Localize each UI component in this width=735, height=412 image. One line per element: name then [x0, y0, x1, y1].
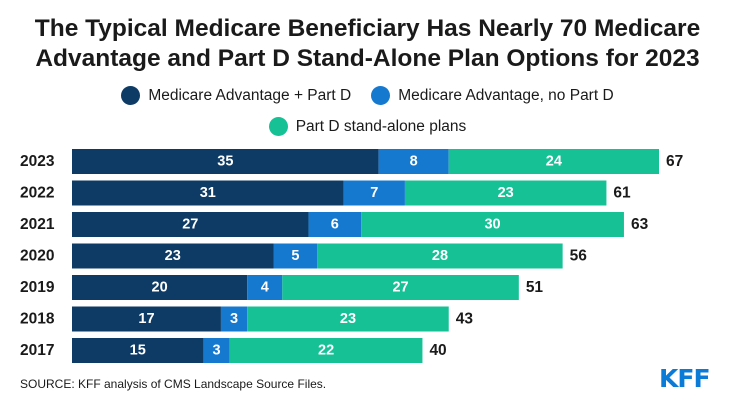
legend-label-ma-part-d: Medicare Advantage + Part D [148, 86, 352, 104]
legend-row-2: Part D stand-alone plans [0, 117, 735, 136]
value-label-ma-no-part-d-2023: 8 [410, 154, 418, 170]
source-note: SOURCE: KFF analysis of CMS Landscape So… [20, 377, 327, 391]
year-label-2020: 2020 [20, 248, 54, 265]
legend-row-1: Medicare Advantage + Part D Medicare Adv… [0, 86, 735, 105]
bar-ma-no-part-d-2019 [247, 275, 283, 300]
bar-part-d-standalone-2021 [361, 212, 624, 237]
kff-logo: KFF [659, 364, 711, 393]
value-label-part-d-standalone-2019: 27 [392, 280, 408, 296]
bar-ma-part-d-2022 [72, 180, 344, 206]
total-label-2020: 56 [570, 248, 588, 265]
bar-part-d-standalone-2022 [404, 180, 607, 206]
year-label-2018: 2018 [20, 311, 55, 328]
total-label-2018: 43 [456, 311, 474, 328]
total-label-2022: 61 [613, 185, 631, 202]
value-label-part-d-standalone-2018: 23 [340, 311, 356, 327]
total-label-2021: 63 [631, 216, 649, 233]
bar-ma-no-part-d-2022 [343, 180, 405, 206]
bar-ma-part-d-2023 [72, 149, 379, 174]
title-line-2: Advantage and Part D Stand-Alone Plan Op… [35, 45, 700, 72]
value-label-ma-no-part-d-2021: 6 [331, 217, 339, 233]
value-label-ma-no-part-d-2017: 3 [213, 343, 221, 359]
value-label-ma-no-part-d-2018: 3 [230, 311, 238, 327]
bar-ma-part-d-2020 [72, 243, 274, 269]
legend-item-ma-no-part-d: Medicare Advantage, no Part D [371, 86, 614, 105]
value-label-part-d-standalone-2022: 23 [498, 185, 514, 201]
value-label-part-d-standalone-2017: 22 [318, 343, 334, 359]
value-label-ma-no-part-d-2019: 4 [261, 280, 269, 296]
value-label-ma-part-d-2021: 27 [182, 217, 198, 233]
value-label-ma-no-part-d-2022: 7 [370, 185, 378, 201]
bar-ma-part-d-2017 [72, 338, 204, 363]
year-label-2021: 2021 [20, 216, 55, 233]
year-label-2022: 2022 [20, 185, 54, 202]
value-label-ma-part-d-2023: 35 [217, 154, 233, 170]
year-label-2019: 2019 [20, 279, 55, 296]
value-label-ma-part-d-2020: 23 [165, 248, 181, 264]
value-label-ma-no-part-d-2020: 5 [291, 248, 299, 264]
value-label-part-d-standalone-2023: 24 [546, 154, 562, 170]
title-line-1: The Typical Medicare Beneficiary Has Nea… [34, 15, 701, 42]
legend-swatch-ma-part-d [121, 86, 141, 105]
bar-ma-part-d-2021 [72, 212, 309, 237]
legend-swatch-part-d-standalone [268, 117, 288, 136]
year-label-2023: 2023 [20, 153, 55, 170]
bar-part-d-standalone-2023 [448, 149, 659, 174]
value-label-ma-part-d-2018: 17 [138, 311, 154, 327]
value-label-ma-part-d-2022: 31 [200, 185, 216, 201]
total-label-2017: 40 [429, 342, 446, 359]
value-label-part-d-standalone-2020: 28 [432, 248, 448, 264]
legend-item-ma-part-d: Medicare Advantage + Part D [121, 86, 351, 105]
bar-ma-no-part-d-2023 [378, 149, 449, 174]
value-label-ma-part-d-2017: 15 [130, 343, 146, 359]
bar-part-d-standalone-2019 [282, 275, 519, 300]
value-label-part-d-standalone-2021: 30 [484, 217, 500, 233]
bar-part-d-standalone-2017 [229, 338, 423, 363]
chart-title: The Typical Medicare Beneficiary Has Nea… [0, 14, 735, 74]
year-label-2017: 2017 [20, 342, 54, 359]
value-label-ma-part-d-2019: 20 [152, 280, 168, 296]
total-label-2019: 51 [526, 279, 544, 296]
legend-label-ma-no-part-d: Medicare Advantage, no Part D [398, 86, 614, 104]
bar-ma-part-d-2019 [72, 275, 248, 300]
bar-part-d-standalone-2018 [247, 306, 449, 332]
bar-part-d-standalone-2020 [317, 243, 563, 269]
legend-swatch-ma-no-part-d [371, 86, 391, 105]
legend-item-part-d-standalone: Part D stand-alone plans [268, 117, 467, 136]
bar-ma-part-d-2018 [72, 306, 221, 332]
total-label-2023: 67 [666, 153, 683, 170]
bar-ma-no-part-d-2017 [203, 338, 230, 363]
bar-ma-no-part-d-2021 [308, 212, 362, 237]
bar-ma-no-part-d-2020 [273, 243, 318, 269]
bar-ma-no-part-d-2018 [220, 306, 248, 332]
legend-label-part-d-standalone: Part D stand-alone plans [295, 117, 467, 135]
